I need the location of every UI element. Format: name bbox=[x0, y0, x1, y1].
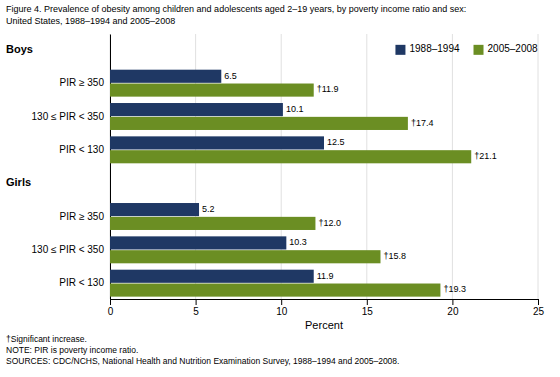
bar bbox=[110, 150, 471, 163]
bar bbox=[110, 236, 286, 249]
bars bbox=[110, 70, 471, 297]
bar bbox=[110, 250, 380, 263]
data-label: †11.9 bbox=[317, 84, 339, 94]
subtitle: United States, 1988–1994 and 2005–2008 bbox=[6, 16, 175, 26]
data-label: †21.1 bbox=[474, 151, 497, 161]
footnote: SOURCES: CDC/NCHS, National Health and N… bbox=[6, 356, 399, 366]
x-tick-mark bbox=[196, 299, 197, 305]
data-label: 10.3 bbox=[289, 237, 307, 247]
x-tick: 5 bbox=[193, 299, 199, 317]
x-tick-mark bbox=[367, 299, 368, 305]
bar bbox=[110, 136, 324, 149]
data-label: †12.0 bbox=[318, 218, 341, 228]
legend-label: 1988–1994 bbox=[409, 43, 459, 54]
legend-swatch bbox=[395, 45, 405, 55]
x-tick-label: 0 bbox=[108, 306, 114, 317]
footnote: NOTE: PIR is poverty income ratio. bbox=[6, 345, 138, 355]
bar bbox=[110, 117, 408, 130]
data-label: †19.3 bbox=[443, 284, 466, 294]
legend: 1988–1994 2005–2008 bbox=[395, 43, 538, 54]
data-label: 6.5 bbox=[224, 71, 237, 81]
bar bbox=[110, 270, 314, 283]
y-tick: 130 ≤ PIR < 350 bbox=[32, 111, 110, 122]
x-tick-label: 20 bbox=[447, 306, 459, 317]
x-axis-title: Percent bbox=[305, 319, 343, 331]
x-tick-label: 10 bbox=[276, 306, 288, 317]
legend-swatch bbox=[474, 45, 484, 55]
legend-item: 1988–1994 bbox=[395, 43, 459, 54]
x-tick-mark bbox=[452, 299, 453, 305]
chart: Figure 4. Prevalence of obesity among ch… bbox=[0, 0, 560, 377]
x-tick: 20 bbox=[447, 299, 459, 317]
y-tick-label: PIR ≥ 350 bbox=[60, 77, 105, 88]
y-tick-label: 130 ≤ PIR < 350 bbox=[32, 111, 105, 122]
legend-label: 2005–2008 bbox=[488, 43, 538, 54]
footnote: †Significant increase. bbox=[6, 334, 87, 344]
y-tick: PIR ≥ 350 bbox=[60, 77, 110, 88]
x-tick-label: 15 bbox=[362, 306, 374, 317]
y-tick-label: PIR ≥ 350 bbox=[60, 211, 105, 222]
x-axis-line bbox=[111, 300, 539, 306]
y-tick: PIR ≥ 350 bbox=[60, 211, 110, 222]
grid-line bbox=[538, 34, 539, 299]
y-axis: PIR ≥ 350 130 ≤ PIR < 350 PIR < 130 PIR ≥ 3… bbox=[32, 35, 111, 300]
x-tick-label: 25 bbox=[533, 306, 545, 317]
data-label: †15.8 bbox=[383, 251, 406, 261]
title: Figure 4. Prevalence of obesity among ch… bbox=[6, 4, 466, 14]
x-tick-mark bbox=[281, 299, 282, 305]
x-tick-mark bbox=[538, 299, 539, 305]
grid bbox=[110, 34, 538, 299]
legend-item: 2005–2008 bbox=[474, 43, 538, 54]
bar bbox=[110, 70, 221, 83]
grid-line bbox=[452, 34, 453, 299]
x-tick: 10 bbox=[276, 299, 288, 317]
bar bbox=[110, 84, 314, 97]
group-label: Boys bbox=[6, 43, 33, 55]
bar bbox=[110, 203, 199, 216]
y-tick-label: PIR < 130 bbox=[59, 144, 104, 155]
y-tick: PIR < 130 bbox=[59, 144, 110, 155]
x-tick-mark bbox=[110, 299, 111, 305]
data-labels: 6.5 10.1 12.5 5.2 10.3 11.9 †11.9 †17.4 †21.1 †12… bbox=[202, 71, 497, 295]
y-tick: PIR < 130 bbox=[59, 277, 110, 288]
x-tick: 0 bbox=[108, 299, 114, 317]
data-label: 11.9 bbox=[317, 271, 334, 281]
data-label: †17.4 bbox=[411, 118, 434, 128]
bar bbox=[110, 103, 283, 116]
data-label: 10.1 bbox=[286, 104, 304, 114]
bar bbox=[110, 284, 440, 297]
plot: 0 5 10 15 20 25 Percent PIR ≥ 350 130 ≤ PIR < 35… bbox=[6, 34, 544, 331]
y-tick: 130 ≤ PIR < 350 bbox=[32, 244, 110, 255]
x-tick: 15 bbox=[362, 299, 374, 317]
data-label: 5.2 bbox=[202, 204, 215, 214]
bar bbox=[110, 217, 315, 230]
y-tick-label: PIR < 130 bbox=[59, 277, 104, 288]
x-axis: 0 5 10 15 20 25 bbox=[108, 299, 545, 317]
group-label: Girls bbox=[6, 176, 31, 188]
x-tick: 25 bbox=[533, 299, 545, 317]
x-tick-label: 5 bbox=[193, 306, 199, 317]
y-tick-label: 130 ≤ PIR < 350 bbox=[32, 244, 105, 255]
data-label: 12.5 bbox=[327, 137, 345, 147]
